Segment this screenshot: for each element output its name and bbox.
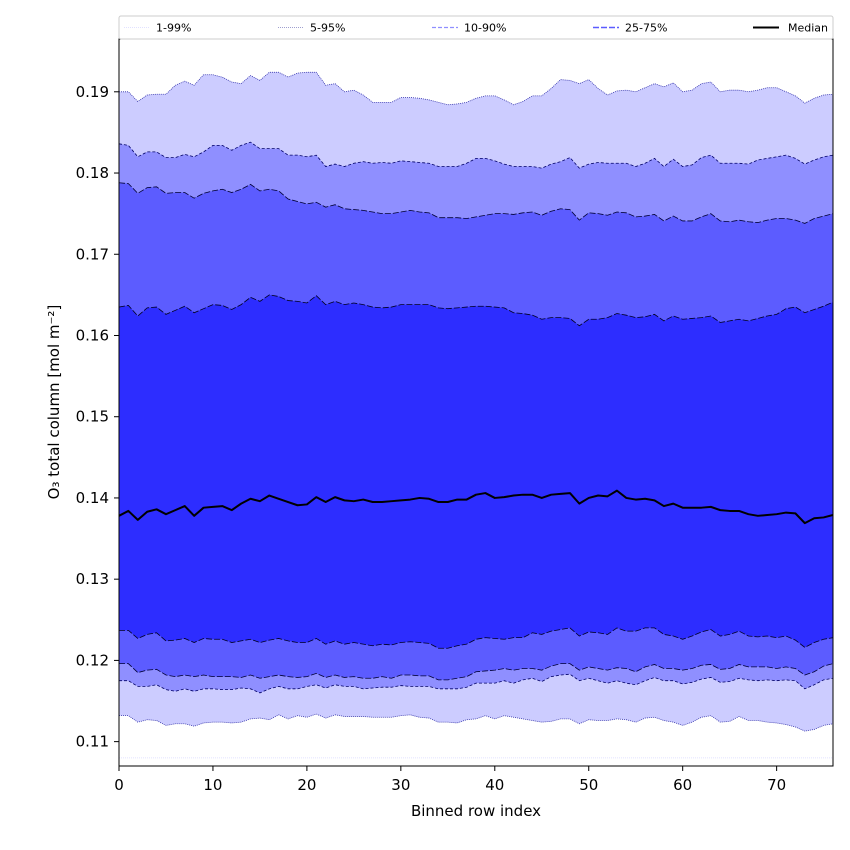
legend-label: 25-75% — [625, 22, 667, 35]
legend-label: 10-90% — [464, 22, 506, 35]
band-area-4 — [119, 294, 833, 649]
band-lower-edge-3 — [119, 663, 833, 681]
band-upper-edge-1 — [119, 71, 833, 106]
band-upper-edge-3 — [119, 182, 833, 224]
median-line — [119, 489, 833, 525]
x-tick-label: 50 — [579, 776, 598, 794]
y-tick-label: 0.11 — [76, 733, 109, 751]
x-tick-label: 40 — [485, 776, 504, 794]
band-lower-edge-4 — [119, 627, 833, 649]
legend-label: 1-99% — [156, 22, 191, 35]
legend-box — [118, 15, 834, 40]
y-tick-label: 0.16 — [76, 326, 109, 344]
band-upper-edge-2 — [119, 141, 833, 169]
y-tick-label: 0.15 — [76, 408, 109, 426]
plot-area — [119, 71, 833, 759]
x-tick-label: 30 — [391, 776, 410, 794]
y-tick-label: 0.14 — [76, 489, 109, 507]
y-tick-label: 0.19 — [76, 83, 109, 101]
x-tick-label: 10 — [203, 776, 222, 794]
y-axis-label: O₃ total column [mol m⁻²] — [45, 305, 63, 500]
x-tick-label: 20 — [297, 776, 316, 794]
legend-label: 5-95% — [310, 22, 345, 35]
x-axis-label: Binned row index — [411, 802, 541, 820]
axes: 0 10 20 30 40 50 60 70 0.11 0.12 0.13 0.14 0.15 0.16 0… — [76, 38, 834, 794]
y-tick-label: 0.18 — [76, 164, 109, 182]
band-lower-edge-1 — [119, 713, 833, 732]
legend-label: Median — [788, 22, 828, 35]
x-tick-label: 60 — [673, 776, 692, 794]
y-tick-label: 0.13 — [76, 570, 109, 588]
band-lower-edge-2 — [119, 673, 833, 694]
y-tick-label: 0.17 — [76, 245, 109, 263]
x-tick-label: 70 — [767, 776, 786, 794]
band-upper-edge-4 — [119, 294, 833, 327]
y-tick-label: 0.12 — [76, 651, 109, 669]
legend: 1-99% 5-95% 10-90% 25-75% Median — [118, 15, 834, 40]
x-tick-label: 0 — [114, 776, 124, 794]
